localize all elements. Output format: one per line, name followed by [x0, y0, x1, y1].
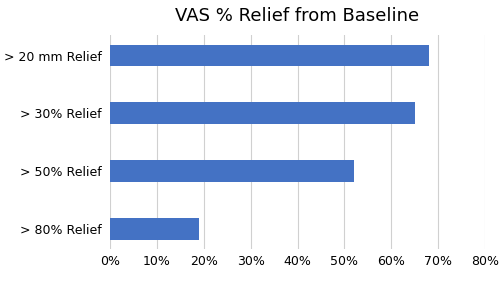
Bar — [110, 45, 429, 66]
Bar — [110, 160, 354, 182]
Bar — [110, 102, 414, 124]
Title: VAS % Relief from Baseline: VAS % Relief from Baseline — [176, 7, 420, 25]
Bar — [110, 218, 199, 240]
